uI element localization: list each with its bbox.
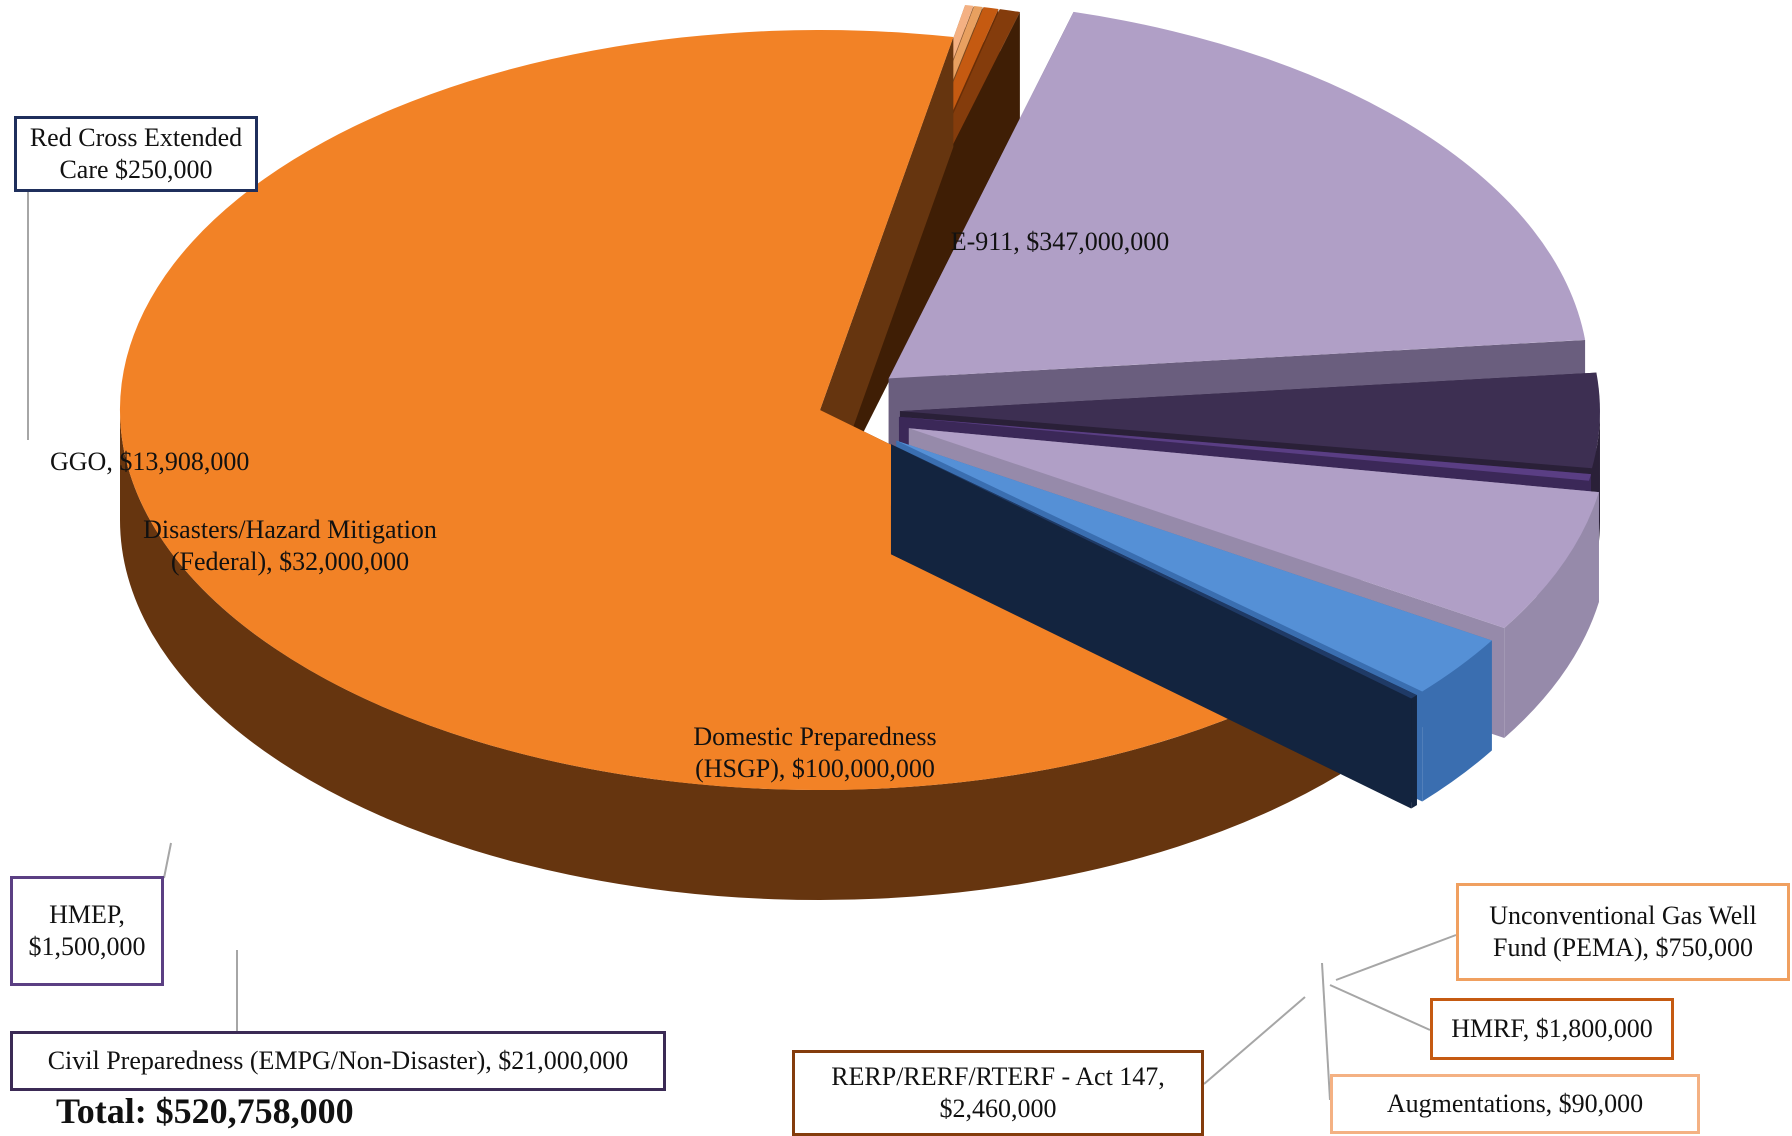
slice-label-domestic-preparedness-hsgp: (HSGP), $100,000,000 xyxy=(695,754,935,783)
slice-wall xyxy=(820,36,954,520)
slice-outer-wall xyxy=(1422,640,1492,802)
slice-wall xyxy=(890,444,1412,809)
callout-text: Fund (PEMA), $750,000 xyxy=(1492,933,1753,962)
slice-label-domestic-preparedness-hsgp: Domestic Preparedness xyxy=(693,722,936,751)
callout-text: $2,460,000 xyxy=(939,1094,1057,1123)
total-annotation: Total: $520,758,000 xyxy=(56,1091,354,1131)
slice-outer-wall xyxy=(1411,695,1417,809)
slice-outer-wall xyxy=(120,410,1341,901)
callout-text: $1,500,000 xyxy=(28,932,146,961)
leader-line-hmep xyxy=(163,842,172,879)
callout-augmentations: Augmentations, $90,000 xyxy=(1330,1074,1700,1134)
callout-text: Care $250,000 xyxy=(59,155,213,184)
callout-hmrf: HMRF, $1,800,000 xyxy=(1430,998,1674,1060)
slice-label-disasters-hazard-mitigation-federal: (Federal), $32,000,000 xyxy=(171,547,409,576)
callout-text: RERP/RERF/RTERF - Act 147, xyxy=(831,1062,1165,1091)
slice-label-e-911: E-911, $347,000,000 xyxy=(951,227,1170,256)
slice-top xyxy=(899,372,1600,469)
slice-top xyxy=(896,440,1492,692)
leader-line-augmentations xyxy=(1321,962,1331,1101)
pie-slices xyxy=(119,5,1600,901)
callout-text: Civil Preparedness (EMPG/Non-Disaster), … xyxy=(47,1046,629,1075)
callout-text: Red Cross Extended xyxy=(29,123,243,152)
slice-top xyxy=(908,428,1599,628)
callout-text: Augmentations, $90,000 xyxy=(1386,1089,1644,1118)
slice-top xyxy=(890,444,1417,699)
callout-text: HMEP, xyxy=(49,900,125,929)
leader-line-unconventional-gas-well-fund-pema xyxy=(1335,934,1457,981)
slice-top xyxy=(898,416,1592,481)
callout-red-cross-extended-care: Red Cross Extended Care $250,000 xyxy=(14,116,258,192)
inside-labels: E-911, $347,000,000 Domestic Preparedness… xyxy=(50,227,1169,783)
callout-text: HMRF, $1,800,000 xyxy=(1451,1014,1653,1043)
callout-hmep: HMEP, $1,500,000 xyxy=(10,876,164,986)
leader-line-hmrf xyxy=(1329,984,1431,1031)
callout-rerp-rerf-rterf-act-147: RERP/RERF/RTERF - Act 147, $2,460,000 xyxy=(792,1050,1204,1136)
slice-top xyxy=(888,11,1586,379)
callout-unconventional-gas-well-fund-pema: Unconventional Gas Well Fund (PEMA), $750… xyxy=(1456,883,1790,981)
callout-text: Unconventional Gas Well xyxy=(1489,901,1757,930)
slice-wall xyxy=(834,11,1020,489)
leader-line-rerp-rerf-rterf-act-147 xyxy=(1203,996,1306,1085)
slice-label-disasters-hazard-mitigation-federal: Disasters/Hazard Mitigation xyxy=(143,515,437,544)
callout-civil-preparedness-empg-non-disaster: Civil Preparedness (EMPG/Non-Disaster), … xyxy=(10,1031,666,1091)
slice-outer-wall xyxy=(1504,492,1599,739)
slice-red-cross-extended-care xyxy=(890,444,1417,809)
slice-label-ggo: GGO, $13,908,000 xyxy=(50,447,249,476)
leader-lines xyxy=(27,192,1457,1101)
